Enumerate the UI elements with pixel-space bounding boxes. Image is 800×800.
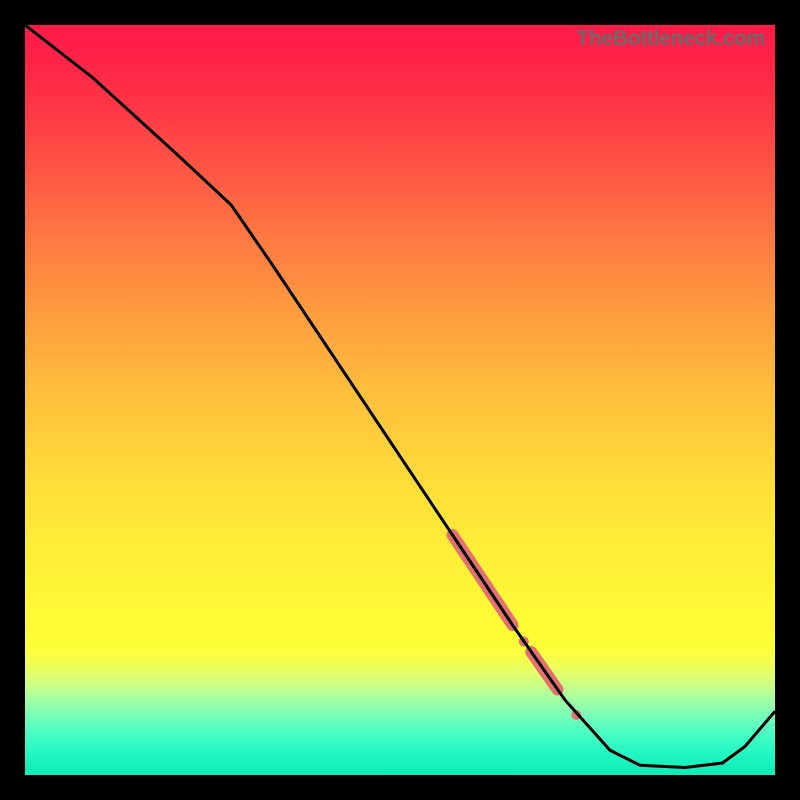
figure-canvas: TheBottleneck.com — [0, 0, 800, 800]
gradient-background — [25, 25, 775, 775]
plot-area: TheBottleneck.com — [25, 25, 775, 775]
watermark-text: TheBottleneck.com — [576, 27, 765, 51]
chart-svg — [25, 25, 775, 775]
